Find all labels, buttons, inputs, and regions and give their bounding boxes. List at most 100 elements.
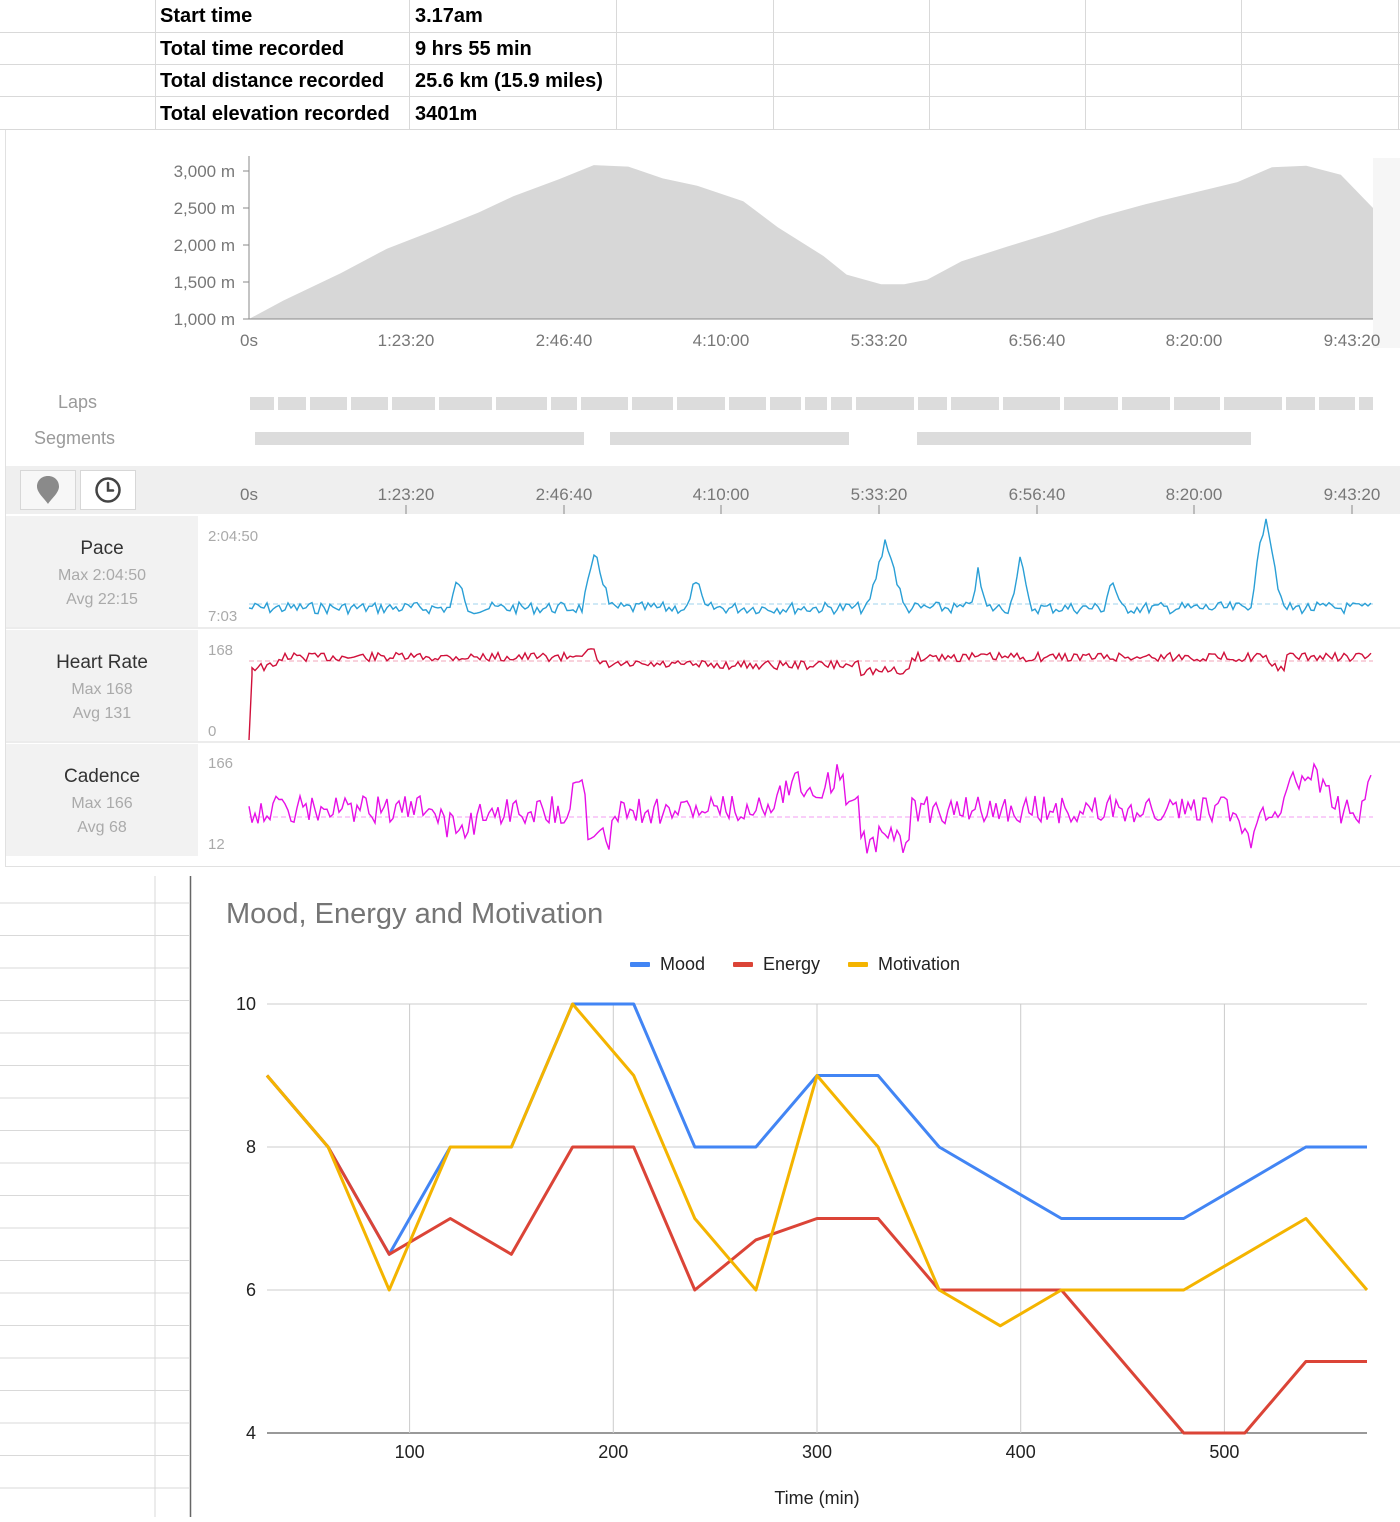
segments-label: Segments bbox=[34, 428, 116, 448]
lap-bar[interactable] bbox=[632, 397, 673, 410]
legend-label: Motivation bbox=[878, 953, 961, 974]
lap-bar[interactable] bbox=[770, 397, 801, 410]
grid-rows bbox=[0, 902, 190, 1489]
lap-bar[interactable] bbox=[1122, 397, 1170, 410]
lap-bar[interactable] bbox=[856, 397, 914, 410]
lap-bar[interactable] bbox=[951, 397, 999, 410]
x-tick-label: 300 bbox=[802, 1442, 832, 1462]
legend-energy[interactable]: Energy bbox=[733, 952, 820, 976]
heart-rate-panel[interactable]: Heart Rate Max 168 Avg 131 bbox=[6, 630, 198, 742]
lap-bar[interactable] bbox=[551, 397, 577, 410]
summary-row[interactable]: Total elevation recorded 3401m bbox=[0, 98, 1400, 130]
x-tick-label: 9:43:20 bbox=[1324, 331, 1381, 350]
x-axis-ticks: 0s 1:23:20 2:46:40 4:10:00 5:33:20 6:56:… bbox=[240, 331, 1380, 350]
series-line-energy[interactable] bbox=[265, 1074, 1367, 1435]
y-axis-ticks: 3,000 m 2,500 m 2,000 m 1,500 m 1,000 m bbox=[174, 162, 249, 329]
x-tick-label: 5:33:20 bbox=[851, 331, 908, 350]
y-tick-label: 10 bbox=[236, 994, 256, 1014]
lap-bar[interactable] bbox=[918, 397, 947, 410]
y-tick-label: 6 bbox=[246, 1280, 256, 1300]
lap-bar[interactable] bbox=[310, 397, 347, 410]
grid-line bbox=[409, 0, 410, 130]
lap-bar[interactable] bbox=[831, 397, 852, 410]
pace-panel[interactable]: Pace Max 2:04:50 Avg 22:15 bbox=[6, 516, 198, 628]
line-chart-plot: 100 200 300 400 500 4 6 8 10 Time (min) bbox=[236, 994, 1369, 1508]
y-tick-label: 2,000 m bbox=[174, 236, 235, 255]
mood-energy-motivation-chart[interactable]: Mood, Energy and Motivation Mood Energy … bbox=[192, 876, 1400, 1517]
elevation-chart[interactable]: 3,000 m 2,500 m 2,000 m 1,500 m 1,000 m … bbox=[6, 130, 1400, 360]
grid-line bbox=[0, 129, 1400, 130]
legend-label: Mood bbox=[660, 953, 706, 974]
lap-bar[interactable] bbox=[1003, 397, 1060, 410]
chart-scroll-handle[interactable] bbox=[1373, 158, 1400, 348]
lap-bar[interactable] bbox=[278, 397, 306, 410]
metric-avg: Avg 68 bbox=[77, 819, 127, 836]
elevation-area bbox=[249, 165, 1373, 319]
x-axis-title: Time (min) bbox=[774, 1488, 859, 1508]
summary-row[interactable]: Total time recorded 9 hrs 55 min bbox=[0, 33, 1400, 65]
lap-bar[interactable] bbox=[1174, 397, 1220, 410]
segment-bar[interactable] bbox=[917, 432, 1251, 445]
lap-bar[interactable] bbox=[1319, 397, 1355, 410]
x-tick-label: 8:20:00 bbox=[1166, 331, 1223, 350]
legend-motivation[interactable]: Motivation bbox=[848, 952, 960, 976]
heart-rate-line bbox=[248, 648, 1372, 741]
hr-scale-max: 168 bbox=[208, 642, 233, 659]
segment-bar[interactable] bbox=[255, 432, 584, 445]
legend-swatch bbox=[848, 961, 868, 967]
grid-line bbox=[0, 32, 1400, 33]
analysis-toolbar bbox=[6, 466, 1400, 514]
lap-bar[interactable] bbox=[677, 397, 725, 410]
metric-avg: Avg 22:15 bbox=[66, 591, 138, 608]
y-tick-label: 1,500 m bbox=[174, 273, 235, 292]
laps-label: Laps bbox=[58, 392, 98, 412]
time-view-button[interactable] bbox=[80, 470, 136, 510]
lap-bar[interactable] bbox=[496, 397, 547, 410]
grid-line bbox=[1398, 0, 1399, 130]
y-tick-label: 2,500 m bbox=[174, 199, 235, 218]
cadence-scale-min: 12 bbox=[208, 836, 225, 853]
grid-line bbox=[155, 0, 156, 130]
series-line-motivation[interactable] bbox=[265, 1002, 1369, 1328]
lap-bar[interactable] bbox=[1286, 397, 1315, 410]
summary-label: Total time recorded bbox=[160, 38, 345, 60]
x-tick-label: 0s bbox=[240, 331, 258, 350]
legend-swatch bbox=[733, 961, 753, 967]
cadence-panel[interactable]: Cadence Max 166 Avg 68 bbox=[6, 744, 198, 856]
summary-value: 9 hrs 55 min bbox=[415, 38, 532, 60]
summary-row[interactable]: Start time 3.17am bbox=[0, 0, 1400, 32]
segment-bar[interactable] bbox=[610, 432, 849, 445]
grid-line bbox=[0, 64, 1400, 65]
grid-line bbox=[616, 0, 617, 130]
lap-bar[interactable] bbox=[1064, 397, 1118, 410]
summary-label: Start time bbox=[160, 5, 253, 27]
lap-bar[interactable] bbox=[1359, 397, 1373, 410]
y-axis-labels: 4 6 8 10 bbox=[236, 994, 256, 1443]
lap-bar[interactable] bbox=[439, 397, 492, 410]
chart-title: Mood, Energy and Motivation bbox=[226, 898, 604, 930]
lap-bar[interactable] bbox=[351, 397, 388, 410]
lap-bar[interactable] bbox=[729, 397, 766, 410]
lap-bar[interactable] bbox=[392, 397, 435, 410]
metric-name: Pace bbox=[80, 538, 124, 559]
lap-bar[interactable] bbox=[581, 397, 628, 410]
y-tick-label: 1,000 m bbox=[174, 310, 235, 329]
map-view-button[interactable] bbox=[20, 470, 76, 510]
summary-label: Total elevation recorded bbox=[160, 103, 390, 125]
summary-value: 25.6 km (15.9 miles) bbox=[415, 70, 603, 92]
metric-avg: Avg 131 bbox=[72, 705, 132, 722]
legend-mood[interactable]: Mood bbox=[630, 952, 705, 976]
lap-bar[interactable] bbox=[1224, 397, 1282, 410]
activity-analysis: 3,000 m 2,500 m 2,000 m 1,500 m 1,000 m … bbox=[5, 130, 1400, 867]
grid-line bbox=[773, 0, 774, 130]
cadence-line bbox=[248, 761, 1372, 854]
lap-bar[interactable] bbox=[805, 397, 827, 410]
x-axis-labels: 100 200 300 400 500 bbox=[395, 1442, 1240, 1462]
y-tick-label: 8 bbox=[246, 1137, 256, 1157]
summary-table: Start time 3.17am Total time recorded 9 … bbox=[0, 0, 1400, 130]
legend-label: Energy bbox=[763, 953, 821, 974]
metric-name: Heart Rate bbox=[56, 652, 148, 673]
clock-icon bbox=[95, 477, 121, 503]
summary-row[interactable]: Total distance recorded 25.6 km (15.9 mi… bbox=[0, 65, 1400, 97]
lap-bar[interactable] bbox=[250, 397, 274, 410]
